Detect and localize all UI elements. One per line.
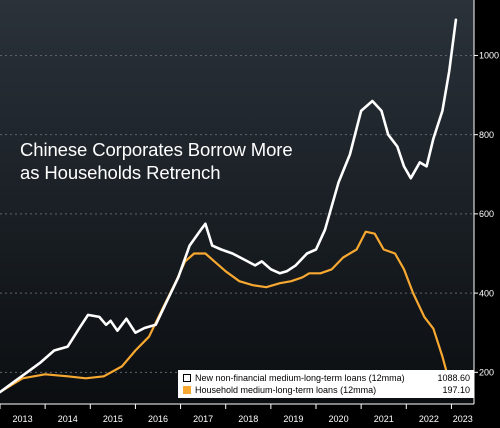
x-tick-label-2015: 2015: [103, 414, 123, 424]
x-tick-label-2019: 2019: [283, 414, 303, 424]
y-tick-label-1000: 1000: [479, 51, 499, 61]
legend-item-household: Household medium-long-term loans (12mma)…: [183, 384, 470, 396]
x-axis: 2013 2014 2015 2016 2017 2018 2019 2020 2021 2022…: [0, 403, 474, 424]
legend: New non-financial medium-long-term loans…: [178, 370, 474, 398]
series-line-corporate-loans: [0, 18, 458, 394]
legend-item-corporate: New non-financial medium-long-term loans…: [183, 372, 470, 384]
x-tick-label-2022: 2022: [419, 414, 439, 424]
chart-title-line-1: Chinese Corporates Borrow More: [20, 139, 293, 160]
legend-label-corporate: New non-financial medium-long-term loans…: [195, 373, 405, 383]
y-tick-label-200: 200: [479, 368, 494, 378]
series-lines: [0, 18, 458, 394]
legend-swatch-corporate: [183, 374, 191, 382]
x-tick-label-2014: 2014: [58, 414, 78, 424]
x-tick-label-2020: 2020: [329, 414, 349, 424]
x-tick-label-2021: 2021: [374, 414, 394, 424]
legend-value-household: 197.10: [442, 385, 470, 395]
x-tick-label-2013: 2013: [13, 414, 33, 424]
x-tick-label-2023: 2023: [453, 414, 473, 424]
x-tick-label-2017: 2017: [193, 414, 213, 424]
legend-label-household: Household medium-long-term loans (12mma): [195, 385, 377, 395]
chart-title-line-2: as Households Retrench: [20, 162, 221, 183]
y-tick-label-600: 600: [479, 209, 494, 219]
series-line-household-loans: [0, 230, 455, 394]
y-tick-label-800: 800: [479, 130, 494, 140]
y-axis: 200 400 600 800 1000: [473, 0, 499, 404]
y-tick-label-400: 400: [479, 288, 494, 298]
legend-value-corporate: 1088.60: [437, 373, 470, 383]
chart-title: Chinese Corporates Borrow More as Househ…: [20, 138, 293, 184]
plot-background: [0, 0, 474, 404]
x-tick-label-2018: 2018: [238, 414, 258, 424]
legend-swatch-household: [183, 386, 191, 394]
x-tick-label-2016: 2016: [148, 414, 168, 424]
